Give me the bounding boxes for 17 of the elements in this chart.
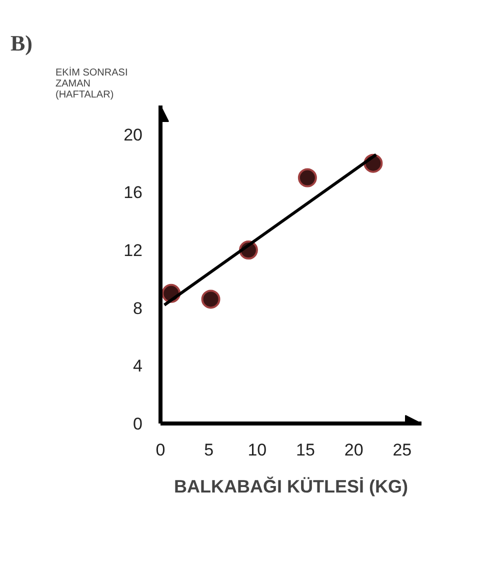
x-tick-label: 20 xyxy=(344,440,364,460)
y-tick-label: 0 xyxy=(133,414,143,434)
x-tick-label: 15 xyxy=(296,440,315,460)
x-tick-label: 5 xyxy=(204,440,214,460)
y-tick-label: 16 xyxy=(124,183,143,202)
y-tick-label: 12 xyxy=(124,241,143,260)
x-tick-label: 10 xyxy=(248,440,267,460)
chart-title: B) xyxy=(10,30,32,56)
x-tick-label: 0 xyxy=(156,440,166,460)
point xyxy=(201,290,220,309)
y-axis-title: EKİM SONRASI ZAMAN (HAFTALAR) xyxy=(56,66,128,100)
y-tick-label: 8 xyxy=(133,298,143,318)
x-tick-label: 25 xyxy=(392,440,412,460)
point xyxy=(298,168,317,188)
y-tick-label: 20 xyxy=(124,125,143,144)
y-tick-label: 4 xyxy=(133,356,143,376)
x-axis-title: BALKABAĞI KÜTLESİ (KG) xyxy=(174,476,408,496)
